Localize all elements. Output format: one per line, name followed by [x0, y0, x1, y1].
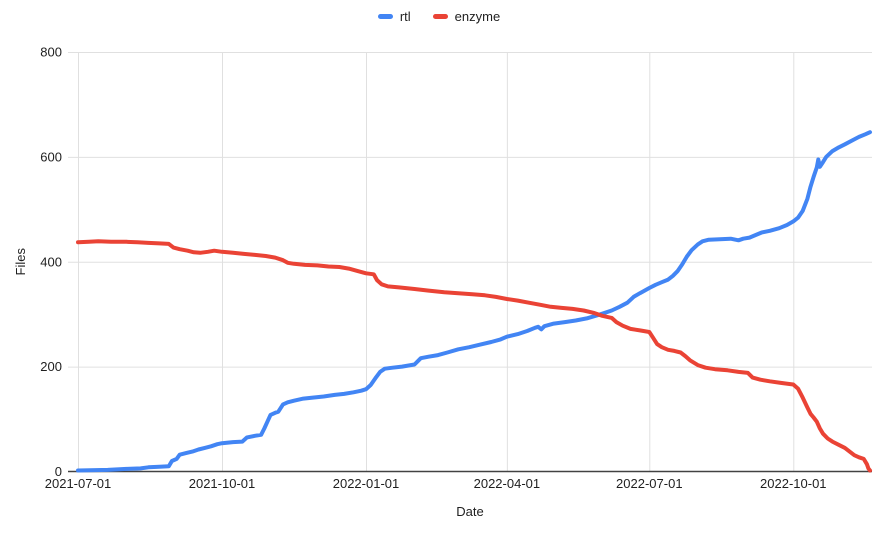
- legend-item-rtl: rtl: [377, 9, 411, 24]
- svg-text:2021-10-01: 2021-10-01: [189, 476, 256, 491]
- svg-text:2022-04-01: 2022-04-01: [474, 476, 541, 491]
- svg-text:2022-01-01: 2022-01-01: [333, 476, 400, 491]
- legend-label-enzyme: enzyme: [454, 9, 501, 24]
- svg-text:2022-10-01: 2022-10-01: [760, 476, 827, 491]
- svg-text:0: 0: [55, 464, 62, 479]
- y-axis-title: Files: [13, 248, 28, 276]
- svg-text:800: 800: [40, 45, 62, 60]
- series-line-enzyme[interactable]: [76, 239, 872, 473]
- svg-text:600: 600: [40, 149, 62, 164]
- svg-text:2022-07-01: 2022-07-01: [616, 476, 683, 491]
- x-axis-tick-labels: 2021-07-01 2021-10-01 2022-01-01 2022-04-01…: [45, 476, 827, 491]
- y-axis-tick-labels: 0 200 400 600 800: [40, 45, 62, 480]
- series-line-rtl[interactable]: [76, 130, 872, 473]
- svg-text:2021-07-01: 2021-07-01: [45, 476, 112, 491]
- x-axis-title: Date: [456, 504, 483, 519]
- gridlines: [68, 52, 872, 472]
- chart-legend: rtl enzyme: [0, 9, 878, 24]
- rtl-series-swatch-icon: [377, 14, 393, 19]
- enzyme-series-swatch-icon: [432, 14, 448, 19]
- legend-item-enzyme: enzyme: [432, 9, 501, 24]
- svg-text:400: 400: [40, 254, 62, 269]
- legend-label-rtl: rtl: [399, 9, 411, 24]
- svg-text:200: 200: [40, 359, 62, 374]
